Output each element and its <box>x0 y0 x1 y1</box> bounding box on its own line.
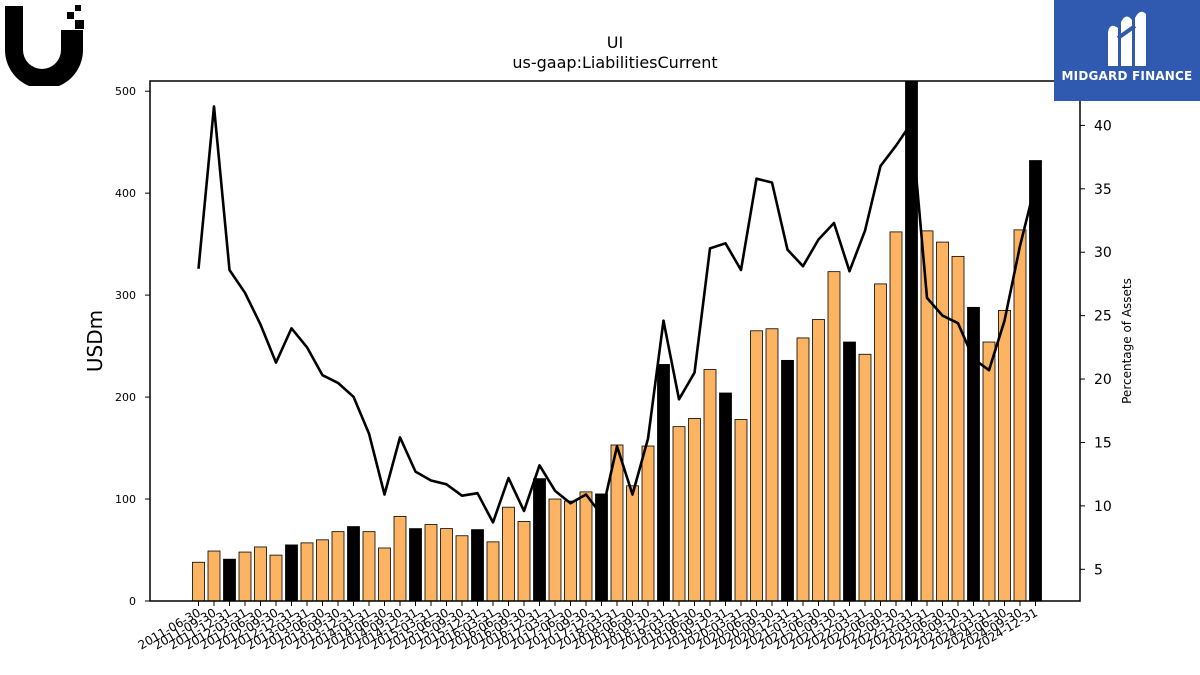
midgard-finance-text: MIDGARD FINANCE <box>1061 69 1193 83</box>
plot-frame <box>149 80 1081 602</box>
bar-2014-06-30 <box>378 547 391 602</box>
chart-subtitle: us-gaap:LiabilitiesCurrent <box>512 53 717 72</box>
y2-tick-label: 10 <box>1094 499 1112 515</box>
bar-2012-06-30 <box>254 546 267 602</box>
y-axis-left: 0 100 200 300 400 500 <box>115 85 150 608</box>
bar-2013-12-31 <box>347 526 360 602</box>
bar-2017-09-30 <box>579 491 593 602</box>
bar-2023-09-30 <box>951 255 965 602</box>
bar-2016-06-30 <box>502 506 515 602</box>
y2-tick-label: 35 <box>1094 182 1112 198</box>
bar-2020-12-31 <box>781 359 794 602</box>
bar-2011-12-31 <box>223 558 236 602</box>
bar-2016-03-31 <box>486 541 500 602</box>
bar-2013-09-30 <box>331 531 345 602</box>
y-tick-label: 400 <box>115 187 136 200</box>
bar-2019-12-31 <box>719 392 732 602</box>
y-tick-label: 300 <box>115 289 136 302</box>
bar-2015-12-31 <box>471 529 484 602</box>
y2-tick-label: 30 <box>1094 245 1112 261</box>
bar-2013-06-30 <box>316 539 329 602</box>
y2-tick-label: 5 <box>1094 562 1103 578</box>
bar-2021-03-31 <box>796 337 810 602</box>
bar-2021-06-30 <box>812 319 825 602</box>
bar-2012-12-31 <box>285 544 298 602</box>
x-axis: 2011-06-302011-09-302011-12-312012-03-31… <box>136 601 1040 652</box>
bar-2018-09-30 <box>641 445 655 602</box>
bar-2024-12-31 <box>1029 160 1042 602</box>
bar-2019-09-30 <box>703 369 717 602</box>
y2-tick-label: 20 <box>1094 372 1112 388</box>
bar-2023-06-30 <box>936 241 949 602</box>
bar-2020-09-30 <box>765 328 779 602</box>
y-axis-label: USDm <box>83 310 107 372</box>
ubiquiti-logo <box>4 4 86 89</box>
bar-2012-03-31 <box>238 551 252 602</box>
bar-2014-03-31 <box>362 531 376 602</box>
bar-2011-09-30 <box>207 550 221 602</box>
line-series <box>197 105 1037 524</box>
bar-2015-03-31 <box>424 524 438 602</box>
bar-2019-06-30 <box>688 418 701 602</box>
bar-2017-06-30 <box>564 500 577 602</box>
y2-tick-label: 40 <box>1094 118 1112 134</box>
bar-2016-12-31 <box>533 478 546 602</box>
bar-2016-09-30 <box>517 521 531 602</box>
percentage-of-assets-line <box>197 105 1037 524</box>
bar-2022-03-31 <box>858 353 872 602</box>
y-axis-right: 5 10 15 20 25 30 35 40 <box>1080 118 1112 578</box>
bar-2021-09-30 <box>827 271 841 602</box>
bar-2020-06-30 <box>750 330 763 602</box>
bar-2011-06-30 <box>192 561 205 602</box>
bar-2014-09-30 <box>393 515 407 602</box>
bar-2022-09-30 <box>889 231 903 602</box>
midgard-finance-mark-icon <box>1108 11 1146 67</box>
bar-2021-12-31 <box>843 341 856 602</box>
bar-2019-03-31 <box>672 426 686 602</box>
bar-2020-03-31 <box>734 419 748 602</box>
y2-axis-label: Percentage of Assets <box>1120 278 1134 404</box>
bar-2014-12-31 <box>409 528 422 602</box>
chart-title: UI <box>607 33 623 52</box>
bar-2015-09-30 <box>455 535 469 602</box>
ubiquiti-logo-icon <box>5 5 84 89</box>
bar-2017-03-31 <box>548 498 562 602</box>
y2-tick-label: 15 <box>1094 435 1112 451</box>
y-tick-label: 0 <box>129 595 136 608</box>
bar-2013-03-31 <box>300 542 314 602</box>
y-tick-label: 100 <box>115 493 136 506</box>
y-tick-label: 500 <box>115 85 136 98</box>
bar-2015-06-30 <box>440 528 453 602</box>
bar-2012-09-30 <box>269 554 283 602</box>
bar-2024-06-30 <box>998 310 1011 602</box>
bar-2024-09-30 <box>1013 229 1027 602</box>
bar-2018-12-31 <box>657 364 670 602</box>
y-tick-label: 200 <box>115 391 136 404</box>
y2-tick-label: 25 <box>1094 309 1112 325</box>
midgard-finance-logo: MIDGARD FINANCE <box>1054 0 1200 101</box>
bar-2018-06-30 <box>626 485 639 602</box>
bar-2022-06-30 <box>874 283 887 602</box>
bar-2024-03-31 <box>982 341 996 602</box>
